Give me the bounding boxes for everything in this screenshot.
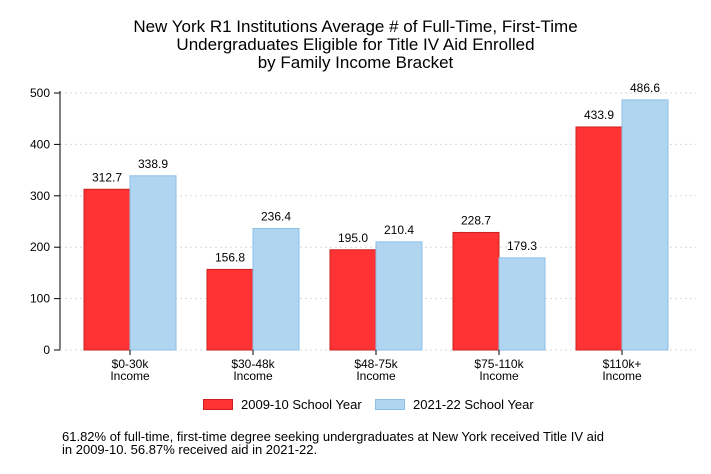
bar-value-label: 210.4 <box>384 223 414 237</box>
bar-value-label: 486.6 <box>630 81 660 95</box>
bar-series-2 <box>498 257 546 351</box>
bar-series-2 <box>252 227 300 351</box>
bar-value-label: 156.8 <box>215 250 245 264</box>
legend-item-series-1: 2009-10 School Year <box>203 397 362 412</box>
footnote-line-2: in 2009-10. 56.87% received aid in 2021-… <box>62 442 318 457</box>
legend-item-series-2: 2021-22 School Year <box>375 397 534 412</box>
bar-series-1 <box>575 126 623 351</box>
x-tick-label: Income <box>356 369 396 383</box>
legend-label-series-1: 2009-10 School Year <box>241 397 362 412</box>
bar-value-label: 338.9 <box>138 157 168 171</box>
chart-title-line-1: New York R1 Institutions Average # of Fu… <box>133 17 578 36</box>
bar-series-2 <box>129 175 177 351</box>
y-tick-label: 500 <box>30 86 50 100</box>
bar-series-1 <box>329 249 377 351</box>
y-tick-label: 100 <box>30 292 50 306</box>
x-tick-label: Income <box>479 369 519 383</box>
x-tick-label: Income <box>233 369 273 383</box>
x-tick-label: $48-75k <box>354 357 398 371</box>
y-tick-label: 300 <box>30 189 50 203</box>
x-tick-label: Income <box>602 369 642 383</box>
footnote: 61.82% of full-time, first-time degree s… <box>62 430 604 456</box>
bar-series-2 <box>621 99 669 351</box>
x-tick-label: $30-48k <box>231 357 275 371</box>
chart-title-line-3: by Family Income Bracket <box>257 53 454 72</box>
legend: 2009-10 School Year 2021-22 School Year <box>0 397 711 415</box>
y-tick-label: 0 <box>43 343 50 357</box>
bar-value-label: 236.4 <box>261 209 291 223</box>
x-tick-label: Income <box>110 369 150 383</box>
legend-label-series-2: 2021-22 School Year <box>413 397 534 412</box>
x-tick-label: $110k+ <box>603 357 642 371</box>
bar-value-label: 312.7 <box>92 170 122 184</box>
y-tick-label: 200 <box>30 240 50 254</box>
bar-value-label: 228.7 <box>461 213 491 227</box>
footnote-line-1: 61.82% of full-time, first-time degree s… <box>62 429 604 444</box>
bar-series-1 <box>452 231 500 351</box>
x-tick-label: $0-30k <box>112 357 150 371</box>
bar-series-2 <box>375 241 423 351</box>
y-tick-label: 400 <box>30 137 50 151</box>
bar-value-label: 433.9 <box>584 108 614 122</box>
legend-swatch-series-1 <box>203 399 233 410</box>
bar-value-label: 195.0 <box>338 231 368 245</box>
chart-title-line-2: Undergraduates Eligible for Title IV Aid… <box>176 35 535 54</box>
legend-swatch-series-2 <box>375 399 405 410</box>
bar-series-1 <box>83 188 131 351</box>
chart-title: New York R1 Institutions Average # of Fu… <box>0 18 711 72</box>
bar-value-label: 179.3 <box>507 239 537 253</box>
bar-series-1 <box>206 268 254 351</box>
x-tick-label: $75-110k <box>474 357 524 371</box>
